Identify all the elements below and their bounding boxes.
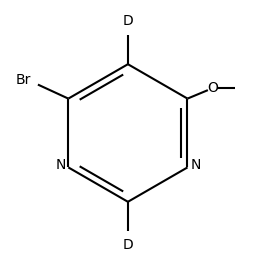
Text: D: D [122, 14, 133, 28]
Text: D: D [122, 238, 133, 252]
Text: N: N [55, 158, 66, 172]
Text: Br: Br [16, 73, 31, 87]
Text: O: O [207, 81, 218, 95]
Text: N: N [190, 158, 201, 172]
